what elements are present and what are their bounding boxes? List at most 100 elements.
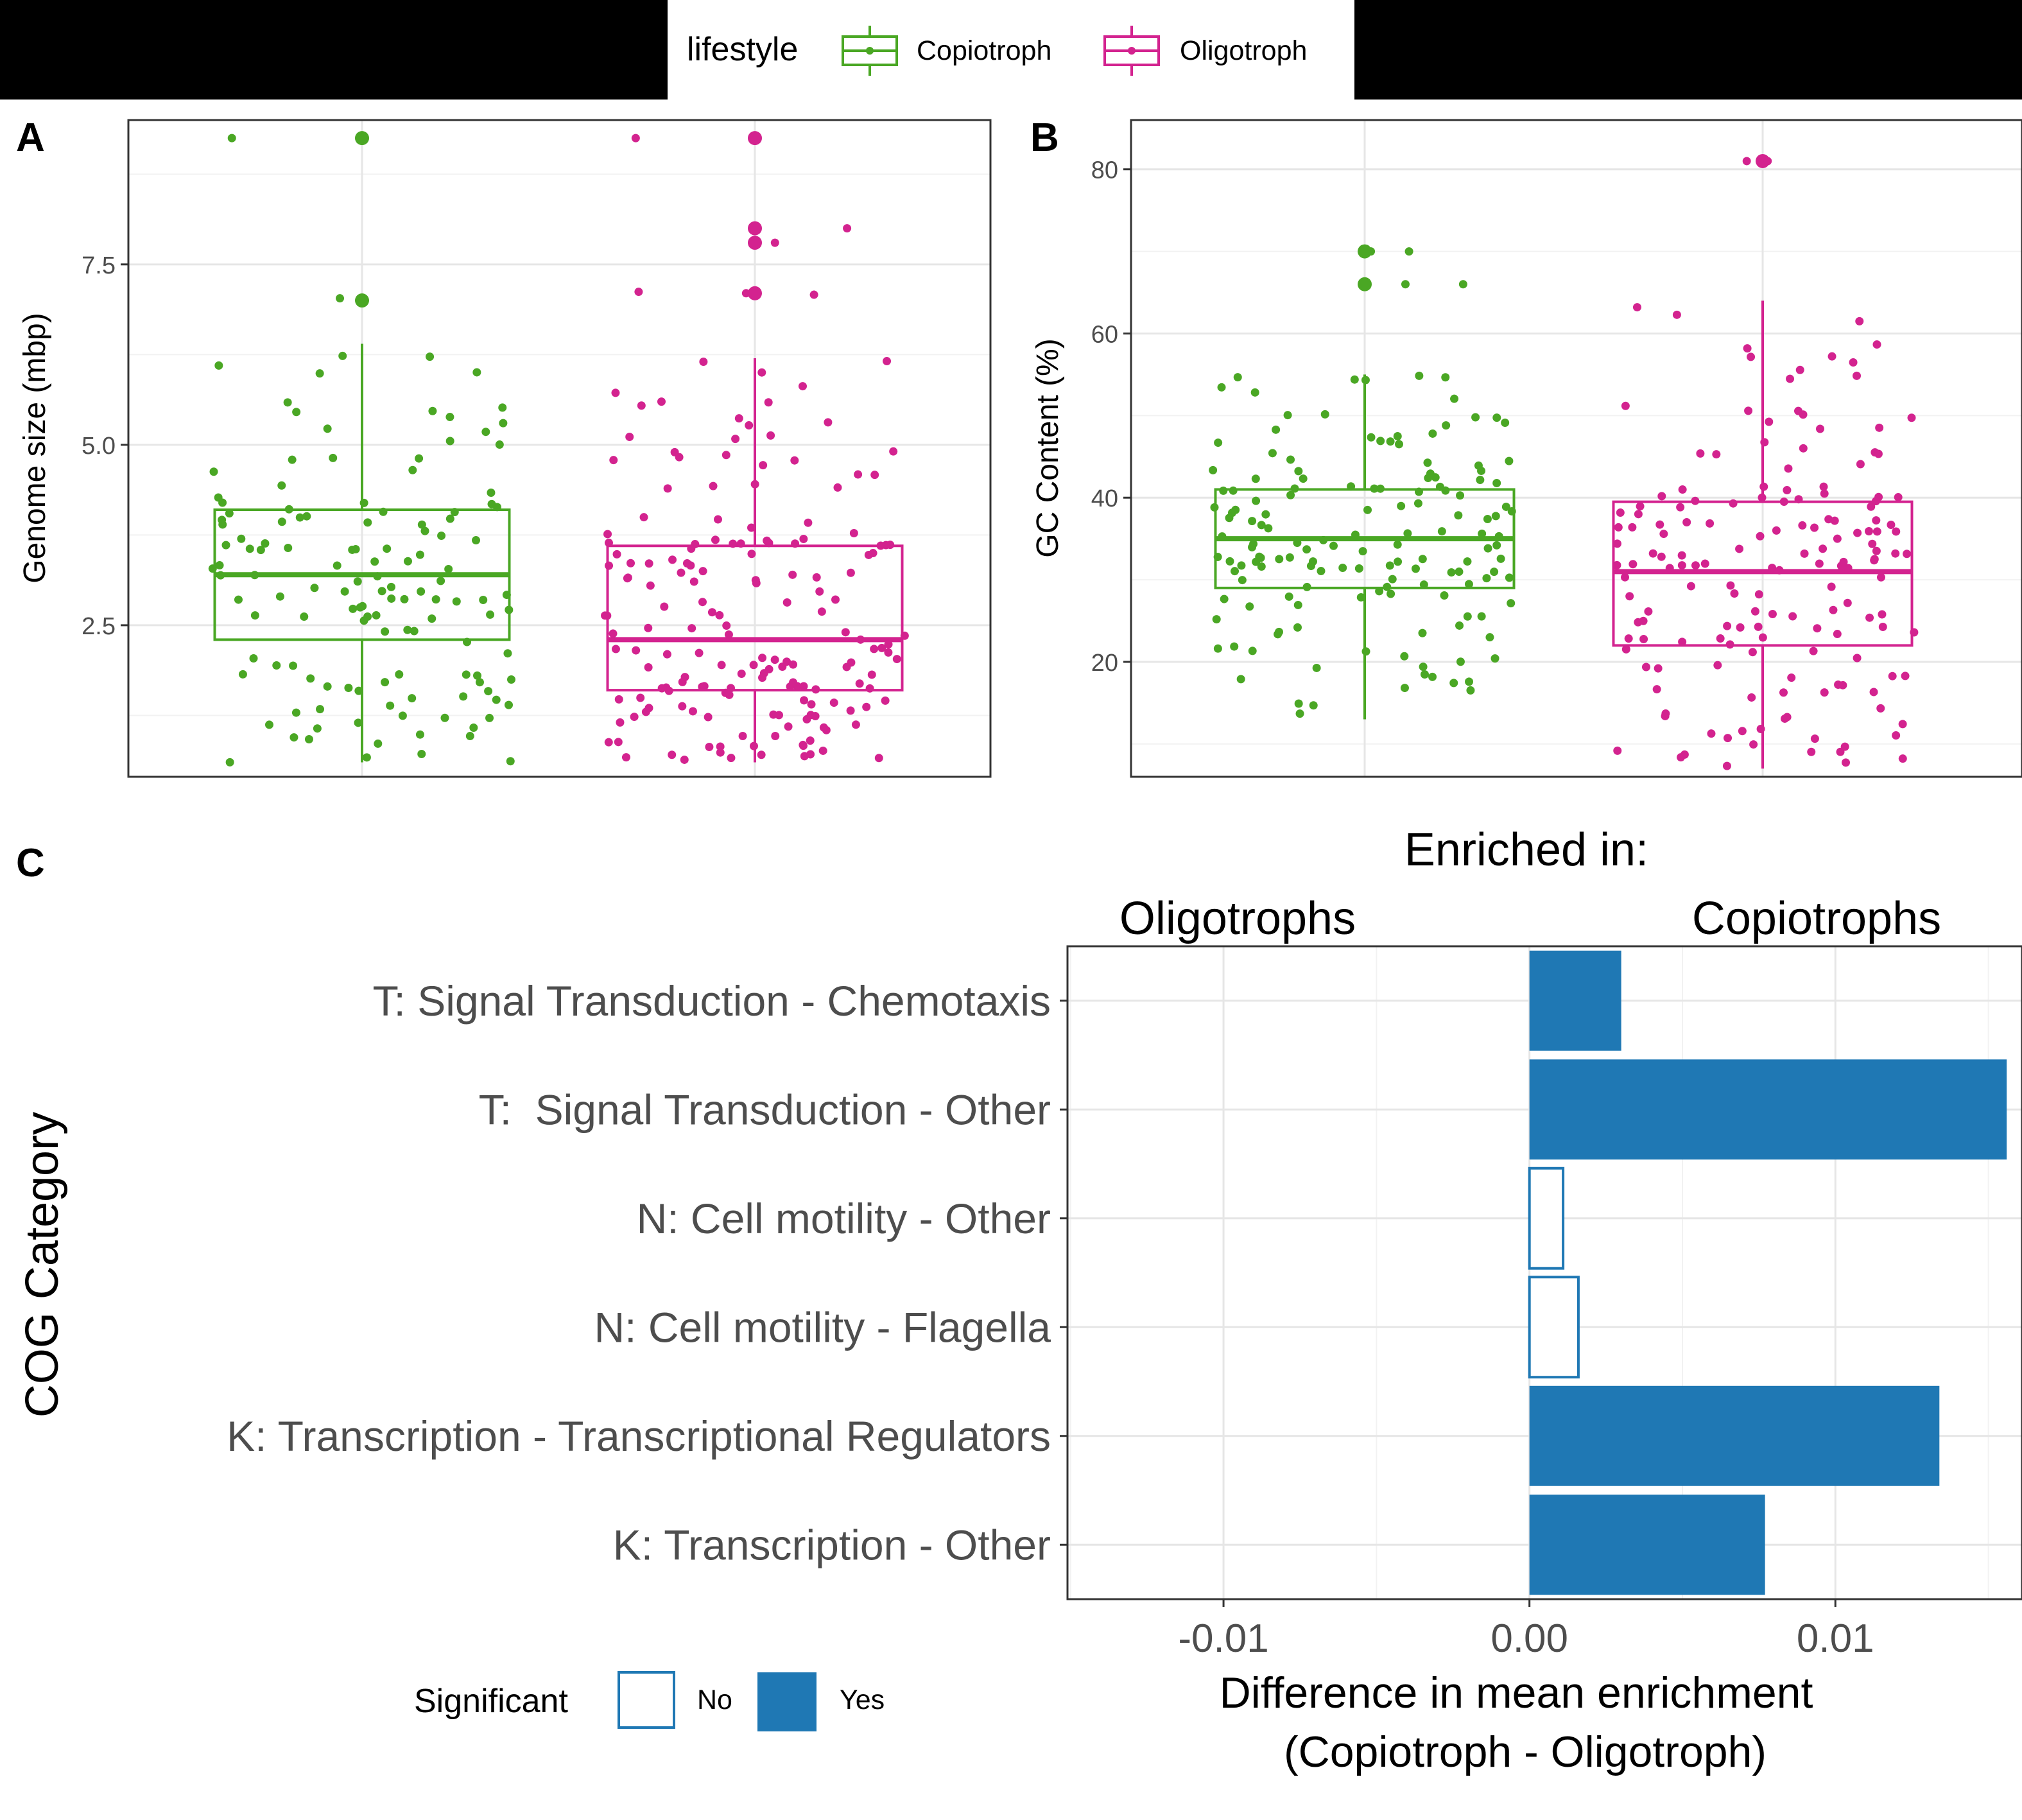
data-point — [444, 565, 453, 574]
data-point — [698, 598, 707, 607]
data-point — [1756, 724, 1765, 733]
panel-a: 2.5 5.0 7.5 Genome size (mbp) — [18, 119, 992, 778]
data-point — [731, 435, 740, 444]
data-point — [1347, 482, 1356, 491]
data-point — [1483, 544, 1492, 553]
data-point — [1463, 557, 1472, 566]
data-point — [338, 351, 347, 360]
data-point — [1841, 758, 1850, 767]
data-point — [323, 682, 332, 691]
data-point — [472, 368, 481, 377]
panel-c-x-axis-title-line2: (Copiotroph - Oligotroph) — [1284, 1728, 1767, 1776]
data-point — [1661, 709, 1670, 718]
data-point — [479, 596, 488, 605]
data-point — [420, 526, 429, 535]
panel-b-y-axis: 20 40 60 80 — [1091, 157, 1131, 677]
panel-b-border — [1130, 119, 2022, 778]
data-point — [1888, 672, 1897, 680]
data-point — [716, 748, 725, 757]
data-point — [445, 413, 454, 422]
data-point — [316, 705, 325, 714]
data-point — [1442, 421, 1451, 430]
data-point — [1494, 532, 1503, 541]
data-point — [609, 629, 618, 638]
data-point — [208, 564, 217, 573]
data-point — [249, 654, 258, 663]
data-point — [749, 661, 758, 670]
data-point — [698, 567, 707, 576]
data-point — [1209, 465, 1218, 474]
data-point — [737, 670, 746, 679]
data-point — [1843, 598, 1852, 607]
data-point — [1756, 532, 1765, 541]
data-point — [1275, 627, 1284, 636]
data-point — [415, 454, 424, 463]
data-point — [687, 544, 696, 553]
data-point — [1455, 568, 1464, 576]
data-point — [370, 557, 379, 566]
data-point — [329, 453, 338, 462]
data-point — [408, 465, 417, 474]
x-tick-label: 0.00 — [1491, 1616, 1568, 1661]
panel-c-y-axis: T: Signal Transduction - Chemotaxis T: Si… — [227, 977, 1067, 1568]
data-point — [736, 539, 745, 548]
data-point — [1505, 456, 1514, 465]
data-point — [245, 544, 254, 553]
data-point — [261, 539, 270, 548]
data-point — [1634, 510, 1643, 519]
data-point — [1779, 498, 1788, 507]
data-point — [1424, 474, 1433, 483]
data-point — [663, 484, 672, 493]
data-point — [1428, 672, 1437, 681]
data-point — [604, 738, 613, 747]
outlier-point — [355, 293, 369, 308]
data-point — [486, 610, 495, 619]
data-point — [1872, 516, 1881, 525]
data-point — [1868, 539, 1877, 548]
data-point — [1744, 406, 1753, 415]
data-point — [498, 403, 507, 412]
data-point — [225, 758, 234, 767]
data-point — [1657, 552, 1666, 561]
data-point — [818, 746, 827, 755]
data-point — [1229, 486, 1238, 495]
data-point — [428, 406, 437, 415]
data-point — [741, 289, 750, 298]
data-point — [1388, 575, 1397, 584]
data-point — [1910, 628, 1919, 637]
bar-not-significant — [1528, 1166, 1565, 1270]
data-point — [1478, 529, 1487, 538]
data-point — [1765, 417, 1774, 426]
data-point — [1476, 476, 1485, 485]
data-point — [1367, 247, 1376, 256]
data-point — [770, 655, 779, 664]
data-point — [250, 611, 259, 620]
data-point — [884, 648, 893, 657]
data-point — [1477, 612, 1486, 621]
data-point — [1871, 497, 1880, 506]
data-point — [626, 559, 635, 568]
data-point — [670, 447, 679, 456]
data-point — [291, 708, 300, 717]
data-point — [1501, 419, 1510, 428]
bar-significant — [1529, 1059, 2007, 1160]
y-tick-label: 40 — [1091, 485, 1118, 512]
panel-tag-c: C — [16, 841, 45, 885]
data-point — [1376, 484, 1385, 493]
data-point — [445, 437, 454, 446]
data-point — [1383, 582, 1392, 591]
data-point — [1614, 523, 1623, 532]
data-point — [1870, 555, 1879, 564]
data-point — [644, 559, 653, 568]
data-point — [1875, 423, 1884, 432]
panel-b-boxes — [1214, 153, 1914, 769]
data-point — [811, 685, 820, 694]
data-point — [1887, 520, 1896, 529]
data-point — [492, 695, 501, 704]
data-point — [1283, 411, 1292, 420]
data-point — [386, 701, 395, 710]
data-point — [705, 743, 714, 752]
data-point — [1898, 720, 1907, 729]
data-point — [300, 612, 309, 621]
data-point — [1872, 340, 1881, 349]
